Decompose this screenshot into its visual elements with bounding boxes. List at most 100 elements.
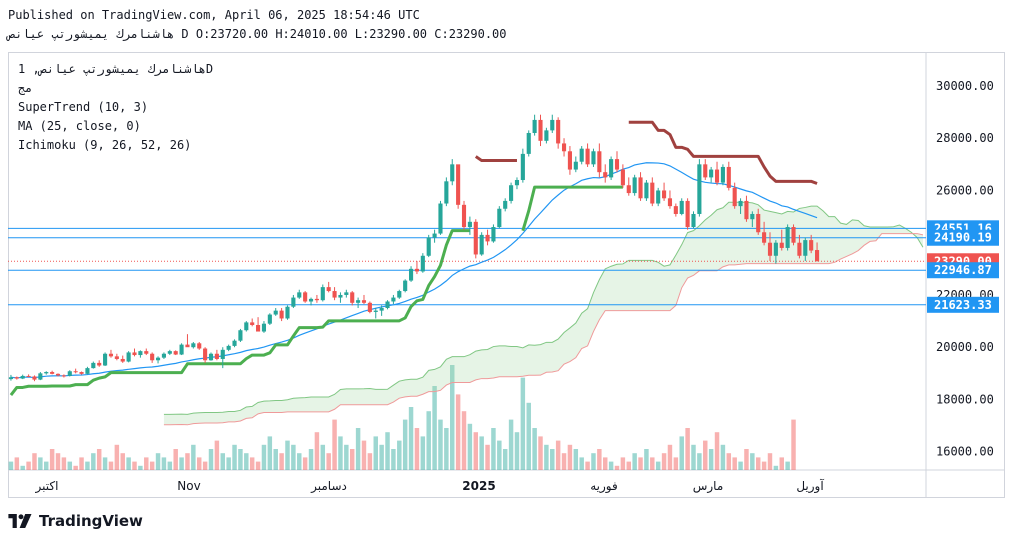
candle-body	[303, 292, 308, 302]
volume-bar	[667, 444, 673, 470]
candle-body	[685, 200, 690, 228]
candle-body	[679, 200, 684, 214]
candle-body	[485, 234, 490, 242]
candle-body	[285, 306, 290, 319]
volume-bar	[267, 436, 273, 470]
candle-body	[138, 351, 143, 356]
volume-bar	[620, 457, 626, 470]
volume-bar	[738, 461, 743, 470]
candle-body	[120, 358, 125, 362]
volume-bar	[302, 457, 308, 470]
volume-bar	[773, 465, 779, 470]
candle-body	[767, 242, 773, 256]
volume-bar	[532, 428, 537, 470]
symbol-ohlc-line: هاشنامرك يميشورتپ عيانص D O:23720.00 H:2…	[8, 27, 507, 41]
volume-bar	[214, 440, 220, 470]
volume-bar	[573, 449, 579, 470]
candle-body	[567, 151, 572, 170]
volume-bar	[120, 453, 125, 470]
moving-average-line	[10, 162, 818, 379]
volume-bar	[779, 457, 784, 470]
volume-bar	[785, 461, 790, 470]
legend-supertrend[interactable]: SuperTrend (10, 3)	[18, 100, 149, 114]
volume-bar	[232, 444, 237, 470]
candle-body	[14, 377, 19, 379]
candle-body	[538, 119, 543, 141]
volume-bar	[497, 440, 502, 470]
candle-body	[626, 185, 631, 194]
ichimoku-cloud	[163, 202, 923, 425]
price-label-box	[927, 229, 999, 246]
candle-body	[697, 164, 702, 214]
candle-body	[762, 232, 767, 243]
candle-body	[744, 200, 749, 220]
volume-bar	[697, 453, 702, 470]
candle-body	[50, 372, 55, 374]
candle-body	[350, 292, 355, 303]
candle-body	[238, 330, 243, 341]
candle-body	[144, 351, 149, 354]
legend-ma[interactable]: MA (25, close, 0)	[18, 119, 141, 133]
supertrend-up-line	[9, 229, 470, 396]
candle-body	[467, 221, 472, 228]
candle-body	[450, 164, 455, 182]
candle-body	[179, 344, 184, 355]
supertrend-down-line	[474, 155, 517, 163]
candle-body	[791, 227, 796, 243]
candle-body	[514, 180, 520, 186]
candle-body	[314, 298, 319, 301]
candle-body	[291, 297, 296, 307]
volume-bar	[626, 461, 632, 470]
volume-bar	[149, 461, 155, 470]
candle-body	[397, 291, 402, 298]
tradingview-logo-icon	[8, 514, 32, 528]
volume-bar	[314, 432, 320, 470]
candle-body	[173, 351, 178, 355]
volume-bar	[508, 419, 514, 470]
candle-body	[573, 161, 578, 170]
legend-ichimoku[interactable]: Ichimoku (9, 26, 52, 26)	[18, 138, 192, 152]
volume-bar	[308, 449, 314, 470]
volume-bar	[585, 461, 590, 470]
volume-bar	[791, 419, 796, 470]
candle-body	[220, 349, 225, 359]
candle-body	[444, 181, 449, 204]
volume-bar	[520, 377, 526, 470]
volume-bar	[138, 465, 143, 470]
volume-bar	[344, 444, 349, 470]
published-line: Published on TradingView.com, April 06, …	[8, 8, 420, 22]
volume-bar	[491, 428, 496, 470]
ichimoku-span-b	[163, 233, 924, 426]
candle-body	[603, 172, 608, 178]
candle-body	[620, 169, 625, 186]
volume-bar	[467, 423, 473, 470]
candle-body	[638, 177, 643, 199]
volume-bar	[526, 402, 531, 470]
price-tick-label: 18000.00	[936, 392, 994, 406]
volume-bar	[285, 440, 290, 470]
volume-bar	[167, 461, 173, 470]
volume-bar	[591, 453, 596, 470]
candle-body	[803, 240, 808, 256]
volume-bar	[279, 453, 284, 470]
candle-body	[114, 356, 119, 359]
candle-body	[267, 314, 272, 324]
candle-body	[373, 310, 378, 312]
volume-bar	[26, 461, 31, 470]
price-tick-label: 30000.00	[936, 79, 994, 93]
volume-bar	[61, 457, 67, 470]
candle-body	[597, 151, 602, 173]
volume-bar	[426, 411, 431, 470]
candle-body	[250, 322, 255, 326]
volume-bar	[720, 444, 726, 470]
volume-bar	[538, 436, 543, 470]
volume-bar	[544, 444, 549, 470]
volume-bar	[20, 465, 25, 470]
volume-bar	[567, 444, 573, 470]
volume-bar	[414, 428, 420, 470]
candle-body	[85, 368, 90, 374]
candle-body	[609, 159, 614, 178]
volume-bar	[502, 449, 508, 470]
candle-body	[385, 301, 390, 309]
